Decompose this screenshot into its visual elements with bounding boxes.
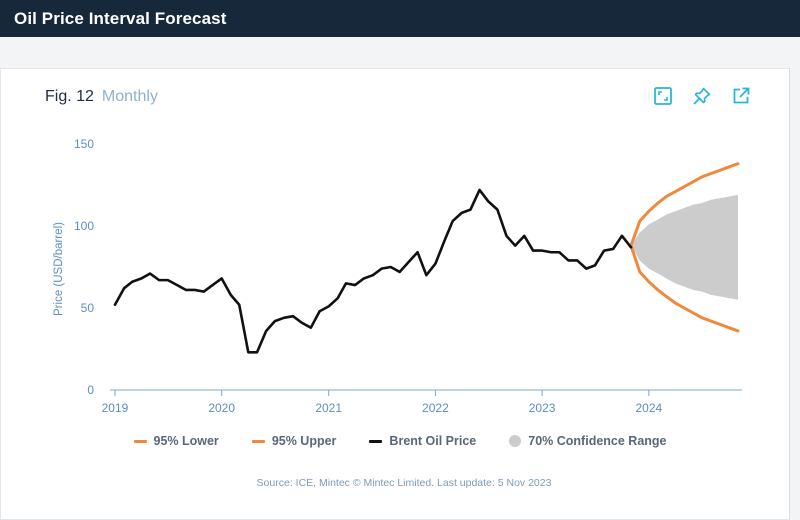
chart-toolbar xyxy=(652,85,752,107)
x-tick-label: 2019 xyxy=(102,401,129,415)
legend-item-confidence[interactable]: 70% Confidence Range xyxy=(509,434,667,448)
x-tick-label: 2023 xyxy=(529,401,556,415)
confidence-band xyxy=(630,194,738,300)
expand-icon xyxy=(654,87,672,105)
page-title: Oil Price Interval Forecast xyxy=(14,8,227,28)
figure-caption: Fig. 12 Monthly xyxy=(45,88,158,106)
series-line-95-upper xyxy=(629,162,740,248)
legend-label: 70% Confidence Range xyxy=(528,434,667,448)
frequency-selector[interactable]: Monthly xyxy=(101,88,158,105)
x-tick-label: 2020 xyxy=(208,401,235,415)
legend-swatch xyxy=(133,439,147,443)
x-tick-label: 2022 xyxy=(422,401,449,415)
legend-swatch xyxy=(369,439,383,443)
external-link-icon xyxy=(733,87,750,104)
legend-item-95-lower[interactable]: 95% Lower xyxy=(133,434,219,448)
chart-legend: 95% Lower 95% Upper Brent Oil Price 70% … xyxy=(0,434,800,448)
legend-label: Brent Oil Price xyxy=(389,434,477,448)
open-external-button[interactable] xyxy=(730,85,752,107)
app-header: Oil Price Interval Forecast xyxy=(0,0,800,37)
series-line-brent xyxy=(113,188,633,354)
pin-icon xyxy=(693,87,711,105)
legend-item-95-upper[interactable]: 95% Upper xyxy=(251,434,337,448)
pin-button[interactable] xyxy=(691,85,713,107)
y-tick-label: 0 xyxy=(87,383,94,397)
legend-label: 95% Lower xyxy=(153,434,219,448)
y-tick-label: 150 xyxy=(74,137,94,151)
series-line-95-lower xyxy=(629,244,740,333)
y-axis-label: Price (USD/barrel) xyxy=(53,222,65,316)
y-tick-label: 50 xyxy=(81,301,95,315)
expand-button[interactable] xyxy=(652,85,674,107)
source-note: Source: ICE, Mintec © Mintec Limited. La… xyxy=(256,477,552,489)
chart-card xyxy=(0,68,790,520)
x-tick-label: 2021 xyxy=(315,401,342,415)
legend-swatch xyxy=(509,435,522,447)
oil-price-chart: 0 50 100 150 Price (USD/barrel) 2019 2020 2021 2… xyxy=(53,137,742,415)
legend-swatch xyxy=(251,439,265,443)
legend-label: 95% Upper xyxy=(271,434,337,448)
figure-number: Fig. 12 xyxy=(45,88,94,105)
y-tick-label: 100 xyxy=(74,219,94,233)
legend-item-brent[interactable]: Brent Oil Price xyxy=(369,434,476,448)
x-tick-label: 2024 xyxy=(635,401,662,415)
